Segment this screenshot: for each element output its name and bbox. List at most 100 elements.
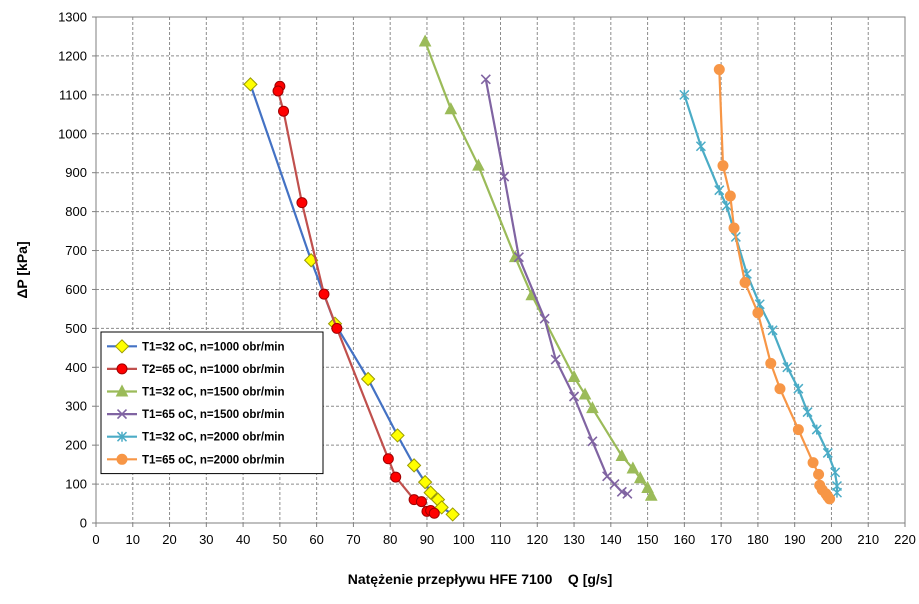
x-tick-label: 210	[857, 532, 879, 547]
x-tick-label: 130	[563, 532, 585, 547]
data-point	[724, 190, 736, 202]
data-point	[807, 457, 819, 469]
legend-box	[100, 331, 324, 475]
y-tick-label: 900	[65, 165, 87, 180]
data-point	[602, 471, 613, 482]
data-point	[813, 468, 825, 480]
data-point	[390, 471, 402, 483]
x-tick-label: 150	[637, 532, 659, 547]
series-5	[679, 89, 843, 498]
x-tick-label: 110	[490, 532, 511, 547]
data-point	[754, 299, 765, 310]
data-point	[382, 453, 394, 465]
x-tick-label: 100	[453, 532, 475, 547]
data-point	[615, 448, 629, 462]
data-point	[428, 507, 440, 519]
x-tick-label: 120	[526, 532, 548, 547]
data-point	[567, 369, 581, 383]
data-point	[272, 85, 284, 97]
x-tick-label: 200	[821, 532, 843, 547]
data-point	[824, 493, 836, 505]
legend-label: T1=65 oC, n=2000 obr/min	[142, 454, 285, 466]
y-tick-label: 700	[65, 243, 87, 258]
x-tick-label: 80	[383, 532, 397, 547]
data-point	[278, 105, 290, 117]
data-point	[406, 458, 422, 473]
data-point	[417, 474, 433, 490]
data-point	[472, 158, 485, 171]
grid-layer	[96, 17, 905, 523]
x-tick-label: 20	[162, 532, 176, 547]
data-point	[415, 496, 427, 508]
data-point	[418, 34, 432, 47]
legend-label: T2=65 oC, n=1000 obr/min	[142, 364, 285, 376]
data-point	[792, 424, 804, 436]
legend-item: T2=65 oC, n=1000 obr/min	[107, 363, 285, 376]
data-point	[331, 322, 343, 334]
data-point	[296, 197, 308, 209]
data-point	[390, 428, 405, 443]
x-tick-label: 160	[674, 532, 696, 547]
data-point	[626, 461, 640, 474]
x-tick-label: 70	[346, 532, 360, 547]
x-tick-label: 40	[236, 532, 250, 547]
legend-label: T1=65 oC, n=1500 obr/min	[142, 409, 285, 421]
data-point	[550, 354, 561, 365]
data-point	[434, 500, 449, 515]
data-point	[717, 160, 729, 172]
legend-item: T1=32 oC, n=1000 obr/min	[107, 339, 285, 354]
data-point	[116, 363, 128, 375]
x-tick-label: 90	[420, 532, 434, 547]
data-point	[622, 488, 633, 499]
series-layer	[243, 34, 843, 522]
data-point	[578, 387, 592, 400]
x-tick-label: 50	[273, 532, 287, 547]
x-tick-label: 190	[784, 532, 806, 547]
series-6	[713, 64, 836, 505]
data-point	[568, 391, 580, 402]
data-point	[695, 141, 706, 152]
series-line	[683, 94, 839, 493]
x-tick-label: 30	[199, 532, 213, 547]
y-tick-label: 0	[80, 516, 87, 531]
data-point	[752, 307, 764, 319]
series-line	[424, 41, 653, 497]
x-tick-label: 10	[126, 532, 140, 547]
data-point	[360, 371, 376, 387]
series-4	[480, 74, 633, 499]
data-point	[822, 447, 833, 458]
data-point	[644, 488, 658, 501]
series-3	[418, 34, 658, 501]
data-point	[679, 89, 690, 100]
data-point	[499, 171, 510, 182]
data-point	[765, 357, 777, 369]
data-point	[728, 222, 740, 234]
data-point	[616, 486, 627, 497]
data-point	[721, 200, 732, 211]
data-point	[116, 431, 128, 442]
data-point	[830, 467, 841, 478]
legend-label: T1=32 oC, n=1500 obr/min	[142, 387, 285, 399]
x-tick-label: 140	[600, 532, 622, 547]
tick-layer: 0 10 20 30 40 50 60 70 80 90 100 110 120 130 140 150 160…	[58, 10, 916, 548]
y-tick-label: 600	[65, 282, 87, 297]
data-point	[423, 485, 438, 500]
data-point	[586, 401, 599, 414]
data-point	[713, 64, 725, 76]
data-point	[739, 276, 751, 288]
data-point	[782, 362, 793, 373]
x-tick-label: 0	[92, 532, 99, 547]
x-tick-label: 170	[710, 532, 732, 547]
y-tick-label: 300	[65, 399, 87, 414]
data-point	[116, 453, 128, 465]
data-point	[445, 507, 460, 522]
y-tick-label: 400	[65, 360, 87, 375]
data-point	[633, 471, 647, 484]
data-point	[116, 409, 128, 420]
data-point	[714, 185, 725, 196]
data-point	[793, 383, 804, 394]
legend-item: T1=32 oC, n=1500 obr/min	[107, 384, 285, 399]
data-point	[513, 252, 524, 263]
data-point	[767, 325, 778, 336]
data-point	[115, 384, 129, 397]
